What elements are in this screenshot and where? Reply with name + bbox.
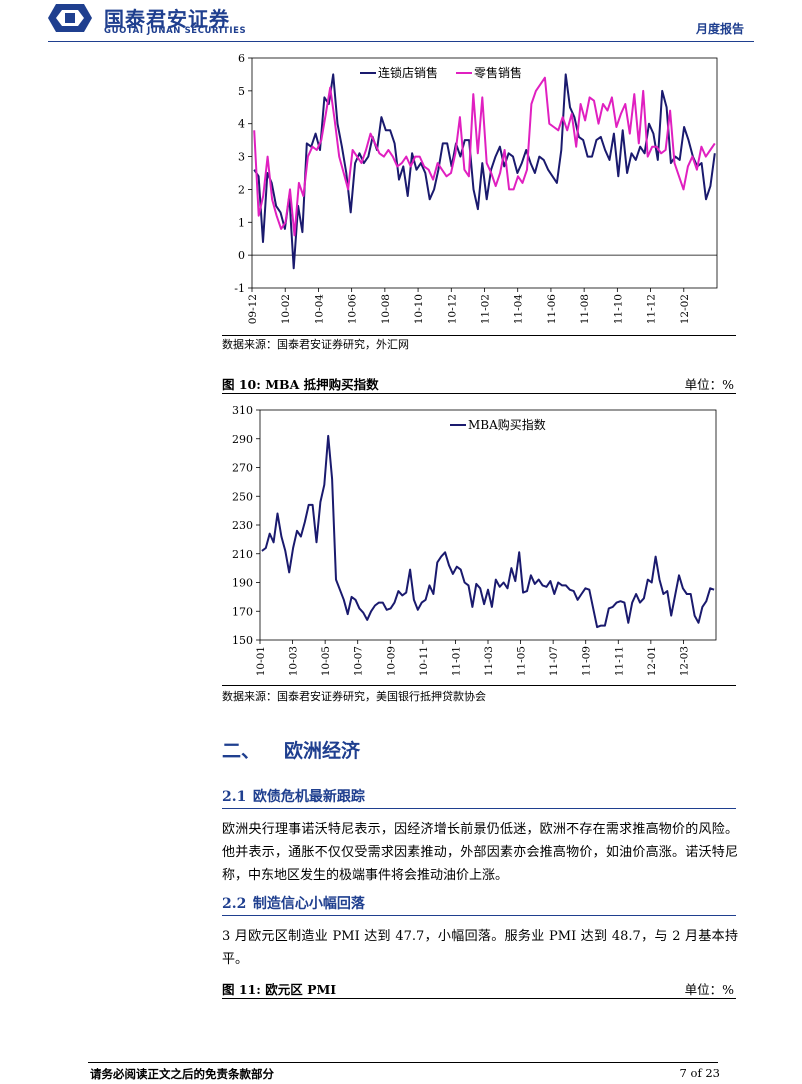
chart1-x-tick-label: 09-12: [247, 294, 259, 324]
chart1-y-tick-label: 0: [238, 249, 245, 262]
chart1-x-tick-label: 11-12: [646, 294, 658, 324]
chart1-series-line-1: [253, 73, 716, 270]
chart1-x-tick-label: 10-02: [280, 294, 292, 324]
chart2-y-tick-label: 230: [232, 519, 253, 532]
disclaimer-note: 请务必阅读正文之后的免责条款部分: [90, 1067, 274, 1081]
chart2-y-tick-label: 150: [232, 634, 253, 647]
mba-purchase-index-line-chart: 150 170 190 210 230 250 270 290 310 10-01 10-03 10-…: [232, 404, 717, 676]
chart1-x-tick-label: 11-06: [546, 294, 558, 325]
figure11-title: 图 11: 欧元区 PMI: [222, 982, 337, 997]
chart2-x-tick-label: 11-05: [516, 646, 528, 676]
subsection-2-1-paragraph: 欧洲央行理事诺沃特尼表示，因经济增长前景仍低迷，欧洲不存在需求推高物价的风险。他…: [222, 822, 738, 883]
chart2-x-tick-label: 11-03: [483, 646, 495, 676]
subsection-2-2-title: 2.2 制造信心小幅回落: [222, 893, 365, 913]
chart2-x-tick-label: 10-07: [353, 646, 365, 676]
chart1-series-line-2: [253, 76, 716, 237]
subsection-2-1-title: 2.1 欧债危机最新跟踪: [222, 786, 365, 806]
chart2-x-tick-label: 12-01: [646, 646, 658, 676]
subsection-2-2-rule: [222, 915, 736, 916]
chart2-y-tick-label: 270: [232, 462, 253, 475]
chart2-y-tick-label: 290: [232, 433, 253, 446]
chart1-bottom-rule: [222, 335, 736, 336]
chart1-y-tick-label: 6: [238, 52, 245, 65]
chart1-x-tick-label: 10-06: [347, 294, 359, 325]
chart1-x-tick-label: 10-12: [446, 294, 458, 324]
chart1-x-tick-label: 10-04: [313, 294, 325, 325]
chart2-y-tick-label: 250: [232, 490, 253, 503]
retail-sales-line-chart: -1 0 1 2 3 4 5 6 09-12 10-02 10-04 10-06 10-08 10-10 1…: [234, 52, 718, 325]
chart1-y-tick-label: 1: [238, 216, 245, 229]
chart1-y-tick-label: 5: [238, 85, 245, 98]
chart1-x-tick-label: 12-02: [679, 294, 691, 324]
subsection-2-1-number: 2.1: [222, 789, 247, 805]
figure10-unit: 单位：%: [684, 377, 734, 392]
chart2-x-tick-label: 12-03: [678, 646, 690, 676]
subsection-2-2-number: 2.2: [222, 896, 247, 912]
chart2-x-tick-label: 11-11: [613, 646, 625, 676]
chart1-legend-label-1: 连锁店销售: [378, 65, 438, 80]
figure11-unit: 单位：%: [684, 982, 734, 997]
chart1-x-tick-label: 11-02: [480, 294, 492, 324]
figure11-top-rule: [222, 998, 736, 999]
chart1-x-tick-label: 10-08: [380, 294, 392, 324]
page-header: 国泰君安证券 GUOTAI JUNAN SECURITIES 月度报告: [0, 0, 802, 42]
brand-name-cn: 国泰君安证券: [104, 7, 230, 31]
chart1-y-tick-label: 3: [238, 151, 245, 164]
chart1-y-tick-label: -1: [234, 282, 245, 295]
chart1-x-tick-label: 11-08: [579, 294, 591, 324]
chart1-x-tick-label: 11-10: [612, 294, 624, 324]
chart1-x-tick-label: 11-04: [513, 294, 525, 325]
chart2-y-tick-label: 210: [232, 548, 253, 561]
brand-name-en: GUOTAI JUNAN SECURITIES: [104, 26, 247, 36]
chart2-x-tick-label: 11-07: [548, 646, 560, 676]
chart1-x-tick-label: 10-10: [413, 294, 425, 324]
footer-divider: [88, 1062, 718, 1063]
page-number: 7 of 23: [679, 1066, 720, 1080]
subsection-2-1-text: 欧债危机最新跟踪: [252, 789, 365, 805]
chart2-x-tick-label: 10-01: [255, 646, 267, 676]
company-logo-icon: [48, 4, 92, 32]
chart2-x-tick-label: 10-05: [320, 646, 332, 676]
chart2-x-tick-label: 10-03: [288, 646, 300, 676]
chart2-legend-label-1: MBA购买指数: [468, 417, 546, 432]
chart2-x-tick-label: 10-11: [418, 646, 430, 676]
chart1-y-tick-label: 4: [238, 118, 245, 131]
section-title: 二、 欧洲经济: [222, 736, 360, 763]
chart2-source-note: 数据来源：国泰君安证券研究，美国银行抵押贷款协会: [222, 690, 486, 703]
section-number: 二、: [222, 740, 261, 762]
subsection-2-2-text: 制造信心小幅回落: [252, 896, 365, 912]
chart1-legend-label-2: 零售销售: [474, 65, 522, 80]
chart2-y-tick-label: 190: [232, 577, 253, 590]
chart2-y-tick-label: 310: [232, 404, 253, 417]
chart2-x-tick-label: 11-01: [450, 646, 462, 676]
chart1-source-note: 数据来源：国泰君安证券研究，外汇网: [222, 338, 409, 351]
chart2-bottom-rule: [222, 685, 736, 686]
chart2-x-tick-label: 10-09: [385, 646, 397, 676]
chart1-y-tick-label: 2: [238, 183, 245, 196]
section-title-text: 欧洲经济: [284, 740, 361, 762]
report-type-label: 月度报告: [695, 22, 744, 36]
subsection-2-2-paragraph: 3 月欧元区制造业 PMI 达到 47.7，小幅回落。服务业 PMI 达到 48…: [222, 929, 738, 967]
chart2-x-tick-label: 11-09: [581, 646, 593, 676]
figure10-top-rule: [222, 393, 736, 394]
subsection-2-1-rule: [222, 808, 736, 809]
header-divider: [48, 41, 754, 42]
figure10-title: 图 10: MBA 抵押购买指数: [222, 377, 379, 392]
chart2-series-line-1: [261, 434, 715, 629]
chart2-y-tick-label: 170: [232, 605, 253, 618]
